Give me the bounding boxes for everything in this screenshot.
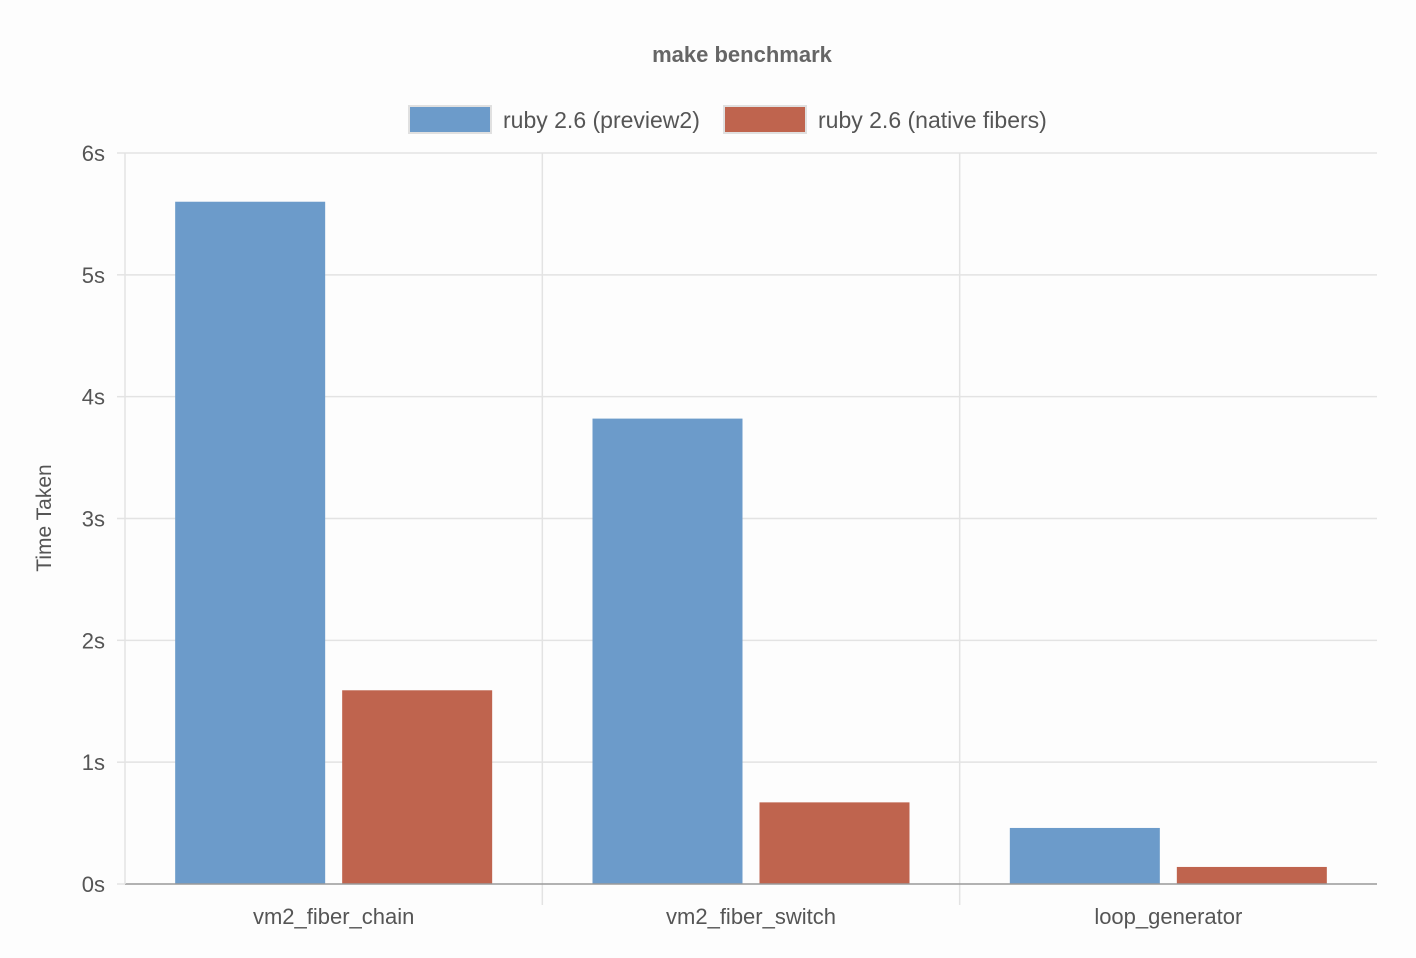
y-tick-label: 6s	[82, 141, 105, 166]
x-tick-label: vm2_fiber_chain	[253, 904, 414, 929]
bar-loop-generator-series-2	[1176, 866, 1327, 884]
legend-swatch-series-1[interactable]	[408, 105, 492, 134]
bar-vm2-fiber-chain-series-1	[175, 201, 326, 884]
legend-swatch-series-2[interactable]	[723, 105, 807, 134]
y-tick-label: 2s	[82, 628, 105, 653]
bar-vm2-fiber-switch-series-1	[592, 418, 743, 884]
y-tick-label: 1s	[82, 750, 105, 775]
chart-title: make benchmark	[652, 42, 833, 67]
x-axis-ticks: vm2_fiber_chain vm2_fiber_switch loop_gene…	[253, 904, 1242, 929]
legend-label-series-1[interactable]: ruby 2.6 (preview2)	[503, 107, 700, 133]
y-axis-ticks: 0s 1s 2s 3s 4s 5s 6s	[82, 141, 125, 897]
y-tick-label: 0s	[82, 872, 105, 897]
bar-vm2-fiber-chain-series-2	[342, 690, 493, 884]
x-tick-label: vm2_fiber_switch	[666, 904, 836, 929]
y-tick-label: 5s	[82, 263, 105, 288]
x-tick-label: loop_generator	[1094, 904, 1242, 929]
legend: ruby 2.6 (preview2) ruby 2.6 (native fibe…	[408, 105, 1047, 134]
y-axis-label: Time Taken	[33, 464, 56, 571]
legend-label-series-2[interactable]: ruby 2.6 (native fibers)	[818, 107, 1047, 133]
grid	[125, 152, 1377, 905]
bars	[175, 201, 1327, 884]
bar-vm2-fiber-switch-series-2	[759, 802, 910, 884]
bar-loop-generator-series-1	[1009, 827, 1160, 884]
y-tick-label: 4s	[82, 385, 105, 410]
y-tick-label: 3s	[82, 507, 105, 532]
